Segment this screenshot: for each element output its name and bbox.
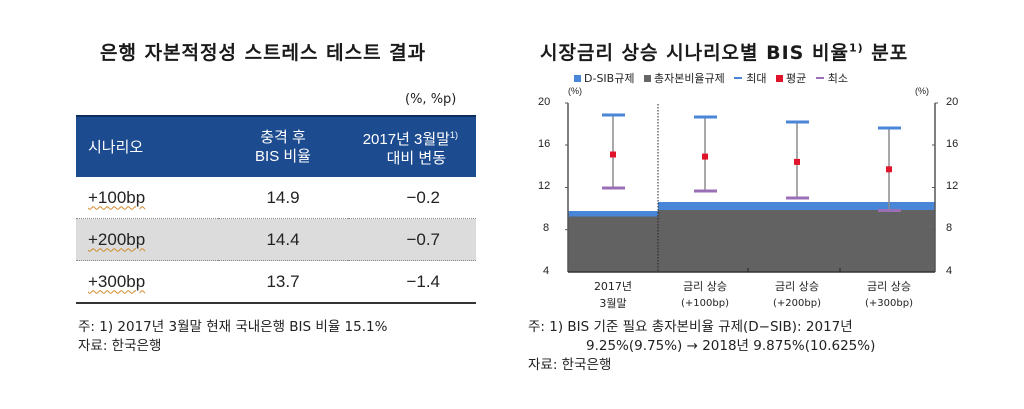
footnote-marker: 1) bbox=[449, 130, 458, 140]
header-scenario: 시나리오 bbox=[76, 115, 218, 177]
header-scenario-label: 시나리오 bbox=[88, 138, 144, 156]
header-bis-line2: BIS 비율 bbox=[255, 148, 311, 165]
total-capital-area-2018 bbox=[658, 210, 935, 272]
y-tick-right: 12 bbox=[946, 180, 959, 192]
y-tick-right: 4 bbox=[946, 265, 953, 277]
y-tick-left: 4 bbox=[543, 265, 550, 277]
error-bar-200bp bbox=[786, 120, 809, 200]
square-icon bbox=[643, 75, 651, 82]
y-tick-left: 16 bbox=[538, 138, 551, 150]
stress-test-table: 시나리오 충격 후 BIS 비율 2017년 3월말1) 대비 변동 +100b… bbox=[76, 115, 476, 304]
table-row: +300bp 13.7 −1.4 bbox=[76, 260, 476, 304]
change-cell: −1.4 bbox=[348, 260, 476, 304]
x-label-2017: 2017년 3월말 bbox=[568, 278, 658, 312]
chart-title-footnote: 1) bbox=[848, 41, 864, 55]
right-footnote-line1: 주: 1) BIS 기준 필요 총자본비율 규제(D−SIB): 2017년 bbox=[528, 319, 853, 335]
header-bis-ratio: 충격 후 BIS 비율 bbox=[218, 115, 348, 177]
x-label-line1: 금리 상승 bbox=[867, 280, 911, 293]
header-change-line2: 대비 변동 bbox=[386, 150, 446, 167]
table-row: +200bp 14.4 −0.7 bbox=[76, 218, 476, 261]
left-axis-unit: (%) bbox=[568, 86, 582, 96]
right-footnote-line2: 9.25%(9.75%) → 2018년 9.875%(10.625%) bbox=[586, 338, 876, 354]
error-bar-100bp bbox=[694, 115, 717, 193]
scenario-cell: +100bp bbox=[88, 187, 146, 207]
square-icon bbox=[776, 75, 784, 82]
left-panel-title: 은행 자본적정성 스트레스 테스트 결과 bbox=[100, 42, 427, 64]
right-panel-title: 시장금리 상승 시나리오별 BIS 비율1) 분포 bbox=[540, 38, 908, 65]
y-tick-left: 8 bbox=[543, 222, 550, 234]
chart-title-text: 시장금리 상승 시나리오별 BIS 비율 bbox=[540, 42, 849, 64]
left-source: 자료: 한국은행 bbox=[78, 338, 162, 354]
change-cell: −0.2 bbox=[348, 177, 476, 219]
legend-item-max: 최대 bbox=[728, 72, 767, 85]
y-tick-right: 16 bbox=[946, 138, 959, 150]
table-header-row: 시나리오 충격 후 BIS 비율 2017년 3월말1) 대비 변동 bbox=[76, 115, 476, 177]
y-tick-left: 12 bbox=[538, 180, 551, 192]
legend-item-min: 최소 bbox=[810, 72, 848, 85]
bis-cell: 13.7 bbox=[218, 260, 348, 304]
legend-label: 평균 bbox=[786, 72, 807, 85]
table-unit-label: (%, %p) bbox=[405, 92, 457, 107]
x-label-line1: 금리 상승 bbox=[775, 280, 819, 293]
x-label-300bp: 금리 상승 (+300bp) bbox=[844, 278, 934, 312]
x-label-line2: (+300bp) bbox=[865, 298, 913, 309]
legend-item-mean: 평균 bbox=[770, 72, 806, 85]
x-label-line1: 금리 상승 bbox=[683, 280, 727, 293]
scenario-cell: +300bp bbox=[88, 271, 146, 291]
x-label-line2: (+200bp) bbox=[773, 298, 821, 309]
x-label-line1: 2017년 bbox=[593, 280, 633, 293]
error-bar-2017 bbox=[602, 113, 625, 190]
chart-legend: D-SIB규제 총자본비율규제 최대 평균 최소 bbox=[568, 70, 848, 86]
x-label-200bp: 금리 상승 (+200bp) bbox=[752, 278, 842, 312]
right-axis-unit: (%) bbox=[915, 86, 929, 96]
dash-icon bbox=[815, 76, 824, 79]
x-label-100bp: 금리 상승 (+100bp) bbox=[660, 278, 750, 312]
legend-label: 최대 bbox=[746, 72, 767, 85]
square-icon bbox=[574, 75, 581, 82]
y-tick-left: 20 bbox=[538, 96, 551, 108]
dash-icon bbox=[734, 76, 743, 79]
legend-item-dsib: D-SIB규제 bbox=[568, 72, 634, 85]
y-tick-right: 20 bbox=[946, 96, 959, 108]
legend-label: 총자본비율규제 bbox=[653, 72, 725, 85]
table-row: +100bp 14.9 −0.2 bbox=[76, 177, 476, 219]
header-change-line1: 2017년 3월말 bbox=[362, 131, 450, 148]
right-source: 자료: 한국은행 bbox=[528, 357, 612, 373]
legend-item-total-capital: 총자본비율규제 bbox=[638, 72, 725, 85]
left-footnote: 주: 1) 2017년 3월말 현재 국내은행 BIS 비율 15.1% bbox=[78, 319, 388, 335]
bis-cell: 14.9 bbox=[218, 177, 348, 219]
header-bis-line1: 충격 후 bbox=[260, 129, 306, 146]
x-label-line2: 3월말 bbox=[599, 297, 627, 310]
legend-label: D-SIB규제 bbox=[584, 72, 635, 85]
bis-cell: 14.4 bbox=[218, 218, 348, 261]
change-cell: −0.7 bbox=[348, 218, 476, 261]
total-capital-area-2017 bbox=[568, 216, 658, 272]
legend-label: 최소 bbox=[827, 72, 849, 85]
scenario-cell: +200bp bbox=[88, 229, 146, 249]
error-bar-300bp bbox=[878, 126, 901, 212]
x-label-line2: (+100bp) bbox=[681, 298, 729, 309]
chart-title-suffix: 분포 bbox=[871, 42, 909, 64]
y-tick-right: 8 bbox=[946, 222, 953, 234]
header-change: 2017년 3월말1) 대비 변동 bbox=[348, 115, 476, 177]
